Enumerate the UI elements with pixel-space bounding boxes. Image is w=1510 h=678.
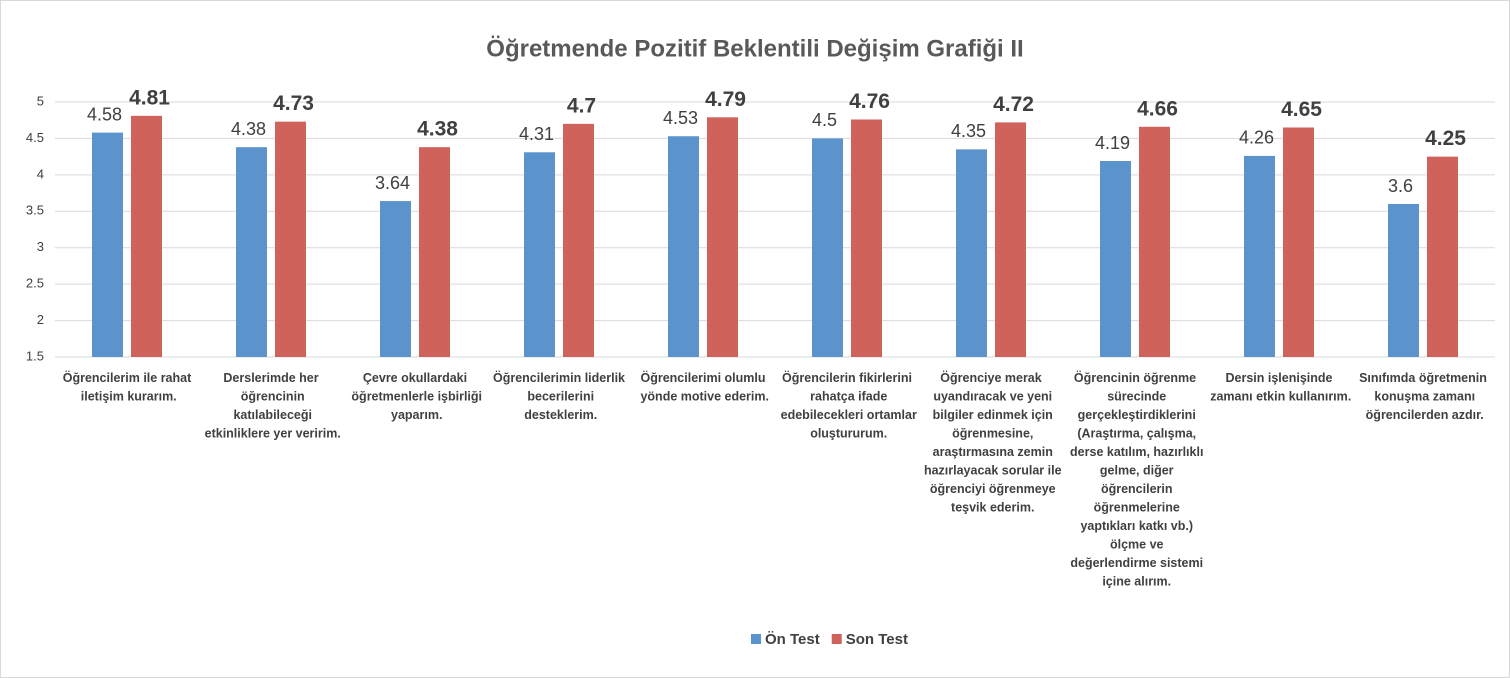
bar — [1139, 126, 1170, 358]
bar — [956, 149, 987, 357]
data-label: 4.38 — [231, 119, 266, 139]
data-label: 4.38 — [417, 118, 458, 141]
bar — [812, 138, 843, 357]
bar — [995, 122, 1026, 358]
y-tick-label: 5 — [37, 93, 44, 108]
x-tick-label: Öğrencilerim ile rahat iletişim kurarım. — [63, 370, 192, 404]
bar — [236, 147, 267, 357]
bar — [380, 201, 411, 357]
y-tick-label: 4 — [37, 166, 44, 181]
y-tick-label: 2.5 — [26, 276, 44, 291]
y-tick-label: 3.5 — [26, 203, 44, 218]
bar — [1427, 156, 1458, 357]
data-label: 4.81 — [129, 86, 170, 109]
data-label: 4.66 — [1137, 97, 1178, 120]
data-label: 4.31 — [519, 124, 554, 144]
x-tick-label: Öğrencilerimi olumlu yönde motive ederim… — [637, 370, 769, 404]
data-label: 4.79 — [705, 88, 746, 111]
data-label: 4.72 — [993, 93, 1034, 116]
bar — [419, 147, 450, 357]
bar — [707, 117, 738, 357]
bar — [851, 119, 882, 357]
x-tick-label: Öğrencinin öğrenme sürecinde gerçekleşti… — [1067, 370, 1204, 589]
data-label: 4.53 — [663, 108, 698, 128]
bar — [1100, 161, 1131, 357]
bar — [275, 121, 306, 358]
x-tick-label: Öğrenciye merak uyandıracak ve yeni bilg… — [920, 370, 1061, 515]
chart-title: Öğretmende Pozitif Beklentili Değişim Gr… — [486, 35, 1023, 62]
legend-label: Son Test — [846, 631, 908, 648]
x-tick-label: Dersin işlenişinde zamanı etkin kullanır… — [1207, 371, 1352, 404]
legend-label: Ön Test — [765, 631, 820, 648]
y-tick-label: 2 — [37, 312, 44, 327]
data-label: 4.26 — [1239, 128, 1274, 148]
bar — [92, 132, 123, 357]
data-label: 4.35 — [951, 121, 986, 141]
data-label: 4.58 — [87, 104, 122, 124]
y-tick-label: 4.5 — [26, 130, 44, 145]
bar — [563, 123, 594, 357]
data-label: 4.73 — [273, 92, 314, 115]
x-tick-label: Derslerimde her öğrencinin katılabileceğ… — [201, 371, 341, 441]
data-label: 3.64 — [375, 173, 410, 193]
x-tick-label: Çevre okullardaki öğretmenlerle işbirliğ… — [348, 371, 482, 422]
data-label: 4.19 — [1095, 133, 1130, 153]
y-tick-label: 1.5 — [26, 348, 44, 363]
data-label: 4.5 — [812, 110, 837, 130]
data-label: 4.65 — [1281, 98, 1322, 121]
legend-swatch — [831, 634, 842, 644]
x-tick-label: Öğrencilerin fikirlerini rahatça ifade e… — [777, 370, 917, 441]
bar — [1283, 127, 1314, 357]
bar — [668, 136, 699, 357]
bar — [131, 115, 162, 357]
bar — [524, 152, 555, 357]
data-label: 4.7 — [567, 94, 596, 117]
bar — [1388, 204, 1419, 357]
bar — [1244, 155, 1275, 357]
x-tick-label: Öğrencilerimin liderlik becerilerini des… — [493, 370, 625, 422]
legend-swatch — [751, 634, 761, 644]
data-label: 3.6 — [1388, 176, 1413, 196]
data-label: 4.76 — [849, 90, 890, 113]
y-tick-label: 3 — [37, 239, 44, 254]
data-label: 4.25 — [1425, 127, 1466, 150]
x-tick-label: Sınıfımda öğretmenin konuşma zamanı öğre… — [1359, 371, 1487, 422]
